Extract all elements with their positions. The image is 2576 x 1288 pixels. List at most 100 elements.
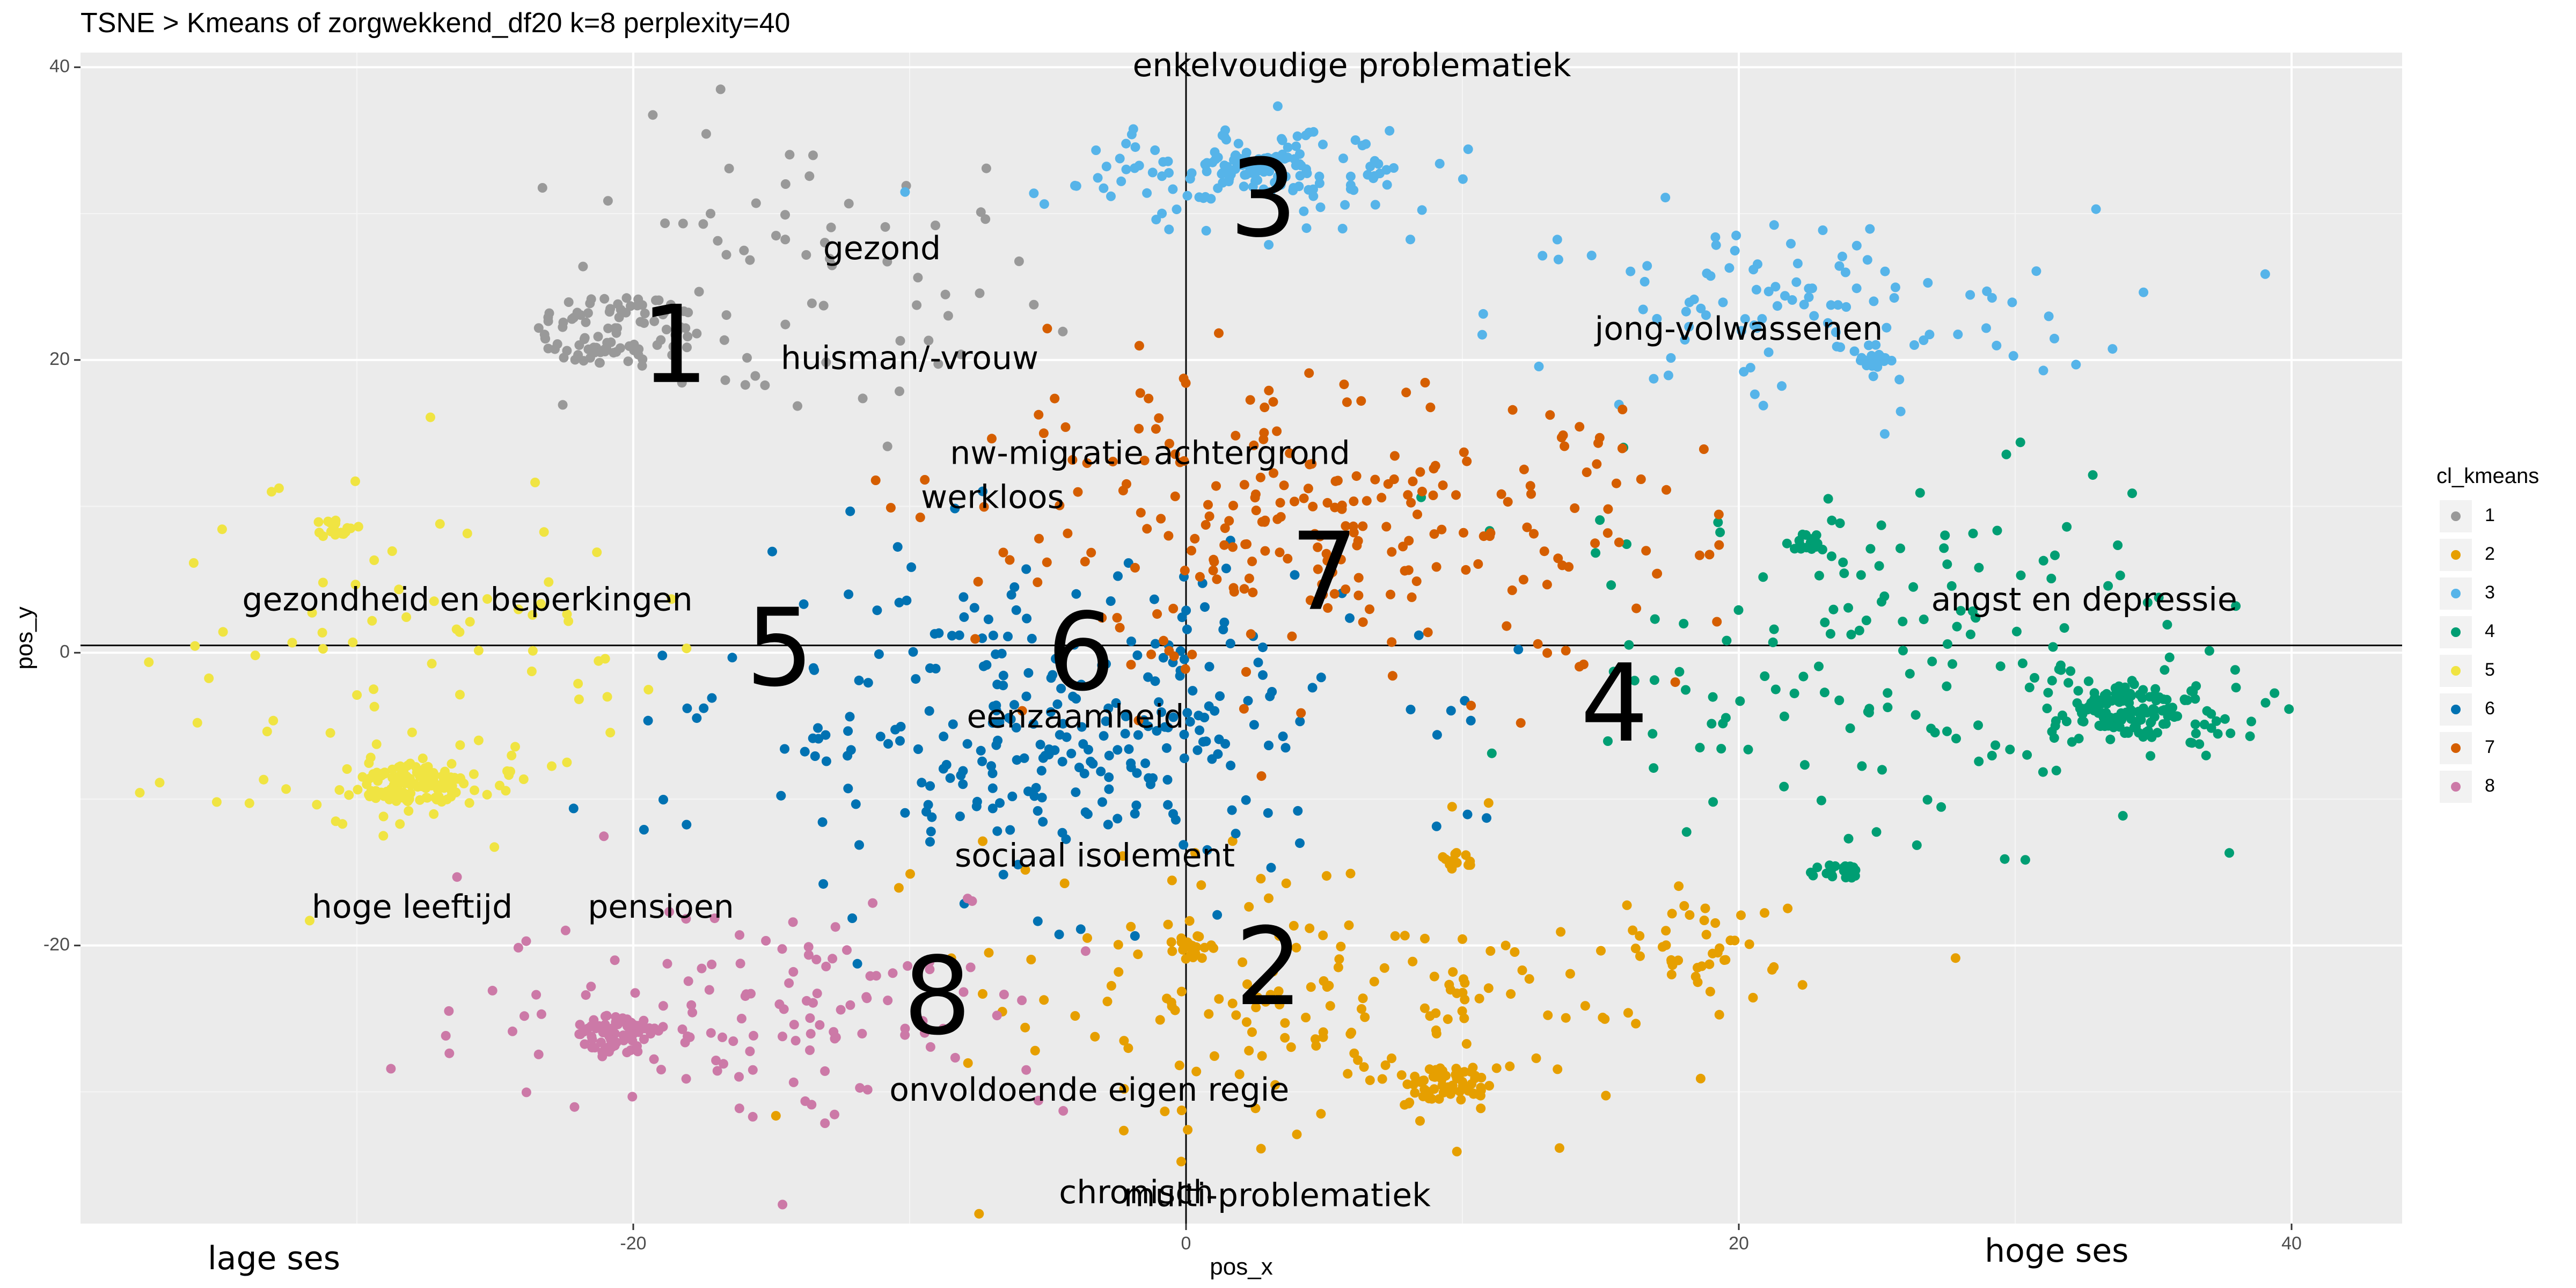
point-cluster-6 bbox=[863, 678, 873, 688]
point-cluster-7 bbox=[1190, 533, 1200, 544]
point-cluster-4 bbox=[1973, 720, 1983, 730]
point-cluster-7 bbox=[1618, 405, 1628, 414]
point-cluster-8 bbox=[706, 1028, 716, 1038]
point-cluster-8 bbox=[1021, 1065, 1031, 1075]
point-cluster-4 bbox=[1608, 667, 1619, 677]
point-cluster-2 bbox=[1468, 1063, 1478, 1073]
point-cluster-2 bbox=[1082, 933, 1092, 943]
point-cluster-2 bbox=[1343, 1069, 1353, 1079]
x-tick-label: 20 bbox=[1729, 1233, 1749, 1254]
point-cluster-3 bbox=[1477, 330, 1487, 340]
point-cluster-2 bbox=[771, 1111, 781, 1121]
point-cluster-3 bbox=[2044, 311, 2054, 321]
point-cluster-2 bbox=[1059, 879, 1070, 888]
point-cluster-2 bbox=[1448, 967, 1458, 977]
point-cluster-1 bbox=[692, 328, 702, 339]
point-cluster-1 bbox=[924, 335, 934, 346]
point-cluster-6 bbox=[950, 503, 960, 514]
point-cluster-1 bbox=[1014, 256, 1024, 266]
point-cluster-3 bbox=[1758, 400, 1768, 411]
point-cluster-4 bbox=[1708, 692, 1718, 702]
point-cluster-4 bbox=[2058, 711, 2067, 720]
point-cluster-3 bbox=[1992, 340, 2002, 350]
point-cluster-6 bbox=[1099, 731, 1109, 741]
point-cluster-5 bbox=[643, 685, 654, 695]
point-cluster-4 bbox=[1606, 580, 1616, 590]
point-cluster-6 bbox=[911, 674, 921, 684]
point-cluster-2 bbox=[1176, 1106, 1187, 1115]
point-cluster-3 bbox=[1804, 283, 1814, 294]
point-cluster-4 bbox=[1812, 862, 1823, 873]
point-cluster-5 bbox=[574, 694, 584, 705]
point-cluster-6 bbox=[1221, 564, 1231, 574]
point-cluster-2 bbox=[963, 1058, 973, 1068]
point-cluster-5 bbox=[250, 650, 260, 661]
point-cluster-2 bbox=[1452, 1146, 1462, 1157]
point-cluster-4 bbox=[1877, 765, 1887, 775]
point-cluster-7 bbox=[1248, 587, 1258, 597]
point-cluster-4 bbox=[1735, 696, 1745, 706]
point-cluster-7 bbox=[1575, 662, 1584, 672]
point-cluster-7 bbox=[1330, 476, 1341, 486]
point-cluster-2 bbox=[1701, 930, 1711, 940]
point-cluster-8 bbox=[687, 1007, 698, 1018]
point-cluster-5 bbox=[600, 654, 610, 664]
point-cluster-3 bbox=[1638, 304, 1648, 314]
point-cluster-4 bbox=[2191, 728, 2201, 738]
point-cluster-5 bbox=[455, 690, 465, 700]
point-cluster-2 bbox=[1444, 979, 1454, 990]
point-cluster-5 bbox=[313, 517, 324, 527]
point-cluster-3 bbox=[1198, 193, 1209, 203]
point-cluster-7 bbox=[1662, 485, 1671, 495]
point-cluster-7 bbox=[1712, 617, 1722, 627]
point-cluster-4 bbox=[2099, 690, 2110, 700]
point-cluster-1 bbox=[701, 129, 711, 139]
point-cluster-4 bbox=[2164, 652, 2175, 662]
point-cluster-4 bbox=[2127, 676, 2137, 686]
point-cluster-1 bbox=[661, 325, 671, 334]
point-cluster-4 bbox=[2158, 719, 2168, 729]
point-cluster-6 bbox=[1056, 684, 1066, 693]
point-cluster-7 bbox=[1180, 566, 1190, 576]
point-cluster-4 bbox=[2063, 678, 2074, 688]
legend-swatch-7 bbox=[2451, 743, 2461, 753]
point-cluster-6 bbox=[1103, 703, 1114, 713]
point-cluster-3 bbox=[1338, 153, 1348, 164]
point-cluster-3 bbox=[1731, 230, 1741, 240]
point-cluster-6 bbox=[658, 795, 668, 804]
point-cluster-6 bbox=[948, 719, 958, 729]
point-cluster-2 bbox=[1450, 849, 1460, 859]
point-cluster-4 bbox=[2050, 721, 2060, 731]
point-cluster-4 bbox=[2050, 550, 2060, 560]
point-cluster-7 bbox=[1507, 405, 1518, 415]
point-cluster-7 bbox=[1553, 553, 1563, 564]
point-cluster-6 bbox=[954, 630, 964, 640]
point-cluster-7 bbox=[1283, 554, 1293, 564]
point-cluster-7 bbox=[1341, 584, 1351, 595]
point-cluster-3 bbox=[1586, 251, 1597, 261]
point-cluster-2 bbox=[1251, 1002, 1261, 1013]
point-cluster-4 bbox=[1713, 517, 1723, 528]
point-cluster-7 bbox=[1139, 456, 1150, 466]
point-cluster-5 bbox=[564, 616, 574, 626]
point-cluster-4 bbox=[1843, 603, 1853, 613]
legend-label: 2 bbox=[2485, 544, 2495, 564]
point-cluster-4 bbox=[1952, 621, 1962, 632]
point-cluster-4 bbox=[2096, 721, 2105, 731]
point-cluster-2 bbox=[978, 836, 988, 846]
point-cluster-8 bbox=[862, 1085, 873, 1095]
point-cluster-3 bbox=[1314, 171, 1324, 181]
point-cluster-3 bbox=[1652, 314, 1662, 324]
point-cluster-4 bbox=[2047, 676, 2057, 686]
annotation-label: hoge leeftijd bbox=[312, 888, 513, 926]
point-cluster-7 bbox=[1503, 497, 1513, 507]
point-cluster-8 bbox=[627, 1092, 638, 1102]
data-points bbox=[135, 84, 2294, 1219]
point-cluster-6 bbox=[1263, 808, 1273, 818]
point-cluster-4 bbox=[2179, 694, 2190, 705]
point-cluster-2 bbox=[1440, 854, 1451, 864]
point-cluster-6 bbox=[1077, 722, 1087, 732]
point-cluster-2 bbox=[1561, 1013, 1571, 1023]
point-cluster-1 bbox=[826, 222, 836, 232]
point-cluster-7 bbox=[1560, 441, 1570, 451]
